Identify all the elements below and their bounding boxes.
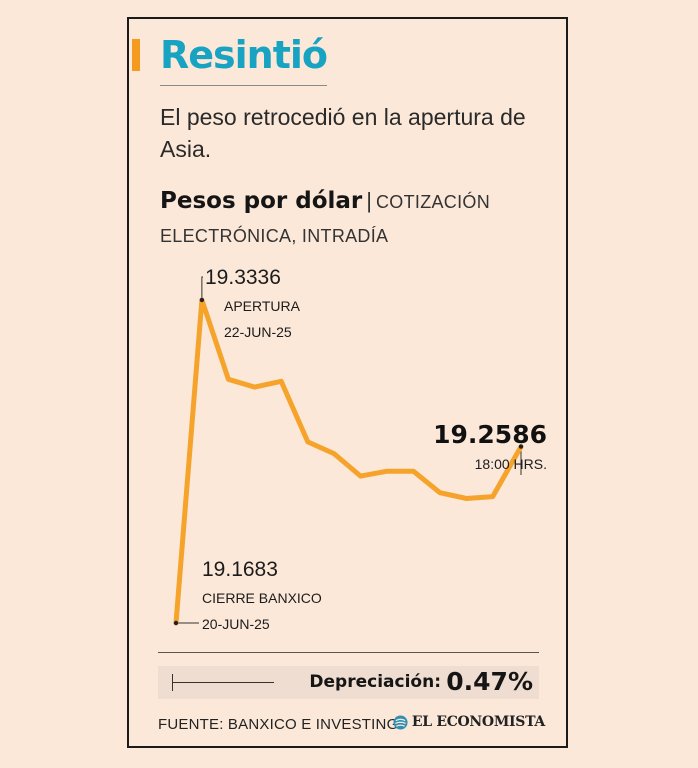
- last-time-label: 18:00 HRS.: [475, 456, 547, 472]
- data-point: [492, 496, 494, 498]
- brand-logo: EL ECONOMISTA: [393, 714, 545, 730]
- depreciation-box: Depreciación: 0.47%: [158, 666, 539, 699]
- title-underline: [160, 85, 327, 86]
- data-point: [465, 498, 467, 500]
- chart-heading: Pesos por dólar | COTIZACIÓN ELECTRÓNICA, …: [160, 184, 560, 254]
- data-point: [386, 470, 388, 472]
- cierre-marker: [173, 620, 179, 626]
- data-point: [254, 386, 256, 388]
- apertura-marker: [199, 297, 205, 303]
- apertura-date: 22-JUN-25: [224, 324, 292, 340]
- infographic-card: Resintió El peso retrocedió en la apertu…: [127, 17, 568, 748]
- data-point: [439, 492, 441, 494]
- apertura-leader: [201, 276, 203, 300]
- globe-icon: [393, 714, 408, 730]
- last-value: 19.2586: [433, 420, 547, 449]
- apertura-label: APERTURA: [224, 298, 301, 314]
- infographic-title: Resintió: [160, 33, 328, 77]
- depreciation-line: [172, 682, 274, 683]
- data-point: [360, 475, 362, 477]
- apertura-value: 19.3336: [205, 266, 281, 289]
- series-line: [173, 297, 524, 626]
- cierre-date: 20-JUN-25: [202, 616, 270, 632]
- data-point: [412, 470, 414, 472]
- brand-name: EL ECONOMISTA: [411, 714, 545, 730]
- last-marker: [518, 444, 524, 449]
- chart-subtitle: COTIZACIÓN ELECTRÓNICA, INTRADÍA: [160, 192, 490, 246]
- infographic-subtitle: El peso retrocedió en la apertura de Asi…: [160, 104, 526, 162]
- depreciation-value: 0.47%: [446, 667, 533, 696]
- data-point: [333, 453, 335, 455]
- title-accent-bar: [132, 39, 140, 71]
- cierre-value: 19.1683: [202, 558, 278, 581]
- heading-separator: |: [366, 188, 372, 213]
- data-point: [307, 441, 309, 443]
- cierre-label: CIERRE BANXICO: [202, 590, 322, 606]
- footer-divider: [158, 652, 539, 653]
- data-point: [227, 378, 229, 380]
- depreciation-label: Depreciación:: [309, 672, 441, 692]
- data-points: [173, 297, 524, 626]
- line-chart: 19.3336 APERTURA 22-JUN-25 19.2586 18:00…: [173, 266, 547, 632]
- chart-title: Pesos por dólar: [160, 188, 363, 214]
- data-point: [280, 380, 282, 382]
- source-note: FUENTE: BANXICO E INVESTING: [158, 716, 399, 733]
